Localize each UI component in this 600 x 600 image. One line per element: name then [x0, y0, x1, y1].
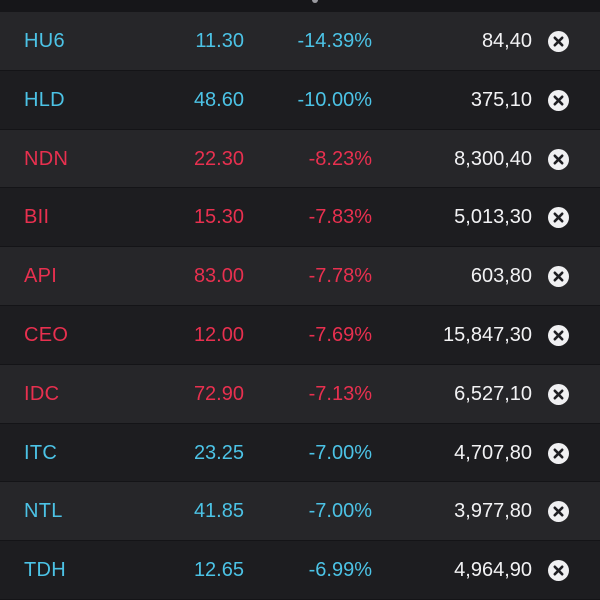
stock-volume: 4,964,90 [454, 559, 532, 582]
stock-row[interactable]: NTL 41.85 -7.00% 3,977,80 [0, 482, 600, 542]
stock-row[interactable]: HU6 11.30 -14.39% 84,40 [0, 12, 600, 71]
close-x-glyph [553, 36, 564, 47]
close-circle-icon[interactable] [548, 560, 569, 582]
stock-price: 23.25 [193, 441, 244, 464]
close-circle-icon[interactable] [548, 148, 569, 170]
stock-row[interactable]: CEO 12.00 -7.69% 15,847,30 [0, 305, 600, 365]
stock-price: 22.30 [193, 147, 244, 170]
stock-row[interactable]: TDH 12.65 -6.99% 4,964,90 [0, 541, 600, 600]
close-x-glyph [553, 212, 564, 223]
close-circle-icon[interactable] [548, 501, 569, 523]
stock-row[interactable]: NDN 22.30 -8.23% 8,300,40 [0, 129, 600, 189]
stock-change-percent: -8.23% [308, 147, 372, 170]
close-x-glyph [553, 565, 564, 576]
stock-volume: 5,013,30 [454, 206, 532, 229]
stock-change-percent: -7.13% [308, 382, 372, 405]
stock-row[interactable]: ITC 23.25 -7.00% 4,707,80 [0, 423, 600, 483]
stock-symbol[interactable]: HU6 [24, 30, 65, 52]
stock-volume: 15,847,30 [443, 323, 532, 346]
stock-change-percent: -7.83% [308, 206, 372, 229]
stock-price: 12.00 [193, 323, 244, 346]
stock-change-percent: -7.78% [308, 265, 372, 288]
stock-symbol[interactable]: BII [24, 206, 50, 229]
stock-symbol[interactable]: ITC [24, 441, 58, 464]
close-circle-icon[interactable] [548, 442, 569, 464]
stock-price: 12.65 [193, 559, 244, 582]
stock-symbol[interactable]: HLD [24, 88, 65, 111]
stock-price: 72.90 [193, 382, 244, 405]
stock-price: 83.00 [193, 265, 244, 288]
stock-symbol[interactable]: NDN [24, 147, 69, 170]
stock-volume: 375,10 [470, 88, 532, 111]
close-circle-icon[interactable] [548, 324, 569, 346]
header-indicator [312, 0, 318, 3]
close-x-glyph [553, 506, 564, 517]
stock-price: 11.30 [195, 30, 244, 52]
close-circle-icon[interactable] [548, 383, 569, 405]
close-x-glyph [553, 389, 564, 400]
stock-symbol[interactable]: TDH [24, 559, 67, 582]
stock-symbol[interactable]: IDC [24, 382, 60, 405]
stock-row[interactable]: API 83.00 -7.78% 603,80 [0, 247, 600, 306]
stock-volume: 6,527,10 [454, 382, 532, 405]
stock-list: HU6 11.30 -14.39% 84,40 HLD 48.60 -10.00… [0, 12, 600, 600]
top-header-strip [0, 0, 600, 12]
stock-row[interactable]: HLD 48.60 -10.00% 375,10 [0, 70, 600, 130]
stock-row[interactable]: BII 15.30 -7.83% 5,013,30 [0, 188, 600, 248]
close-circle-icon[interactable] [548, 266, 569, 288]
stock-symbol[interactable]: CEO [24, 323, 69, 346]
close-circle-icon[interactable] [548, 31, 569, 52]
stock-volume: 8,300,40 [454, 147, 532, 170]
stock-row[interactable]: IDC 72.90 -7.13% 6,527,10 [0, 364, 600, 424]
close-x-glyph [553, 330, 564, 341]
stock-change-percent: -7.00% [308, 500, 372, 523]
stock-change-percent: -7.00% [308, 441, 372, 464]
stock-volume: 84,40 [481, 30, 532, 52]
stock-change-percent: -10.00% [297, 88, 373, 111]
stock-symbol[interactable]: NTL [24, 500, 63, 523]
stock-change-percent: -14.39% [297, 30, 373, 52]
close-x-glyph [553, 448, 564, 459]
stock-volume: 603,80 [470, 265, 532, 288]
stock-volume: 3,977,80 [454, 500, 532, 523]
stock-price: 15.30 [193, 206, 244, 229]
close-circle-icon[interactable] [548, 89, 569, 111]
stock-price: 48.60 [193, 88, 244, 111]
close-circle-icon[interactable] [548, 207, 569, 229]
stock-change-percent: -7.69% [308, 323, 372, 346]
stock-volume: 4,707,80 [454, 441, 532, 464]
close-x-glyph [553, 95, 564, 106]
close-x-glyph [553, 154, 564, 165]
stock-change-percent: -6.99% [308, 559, 372, 582]
close-x-glyph [553, 271, 564, 282]
stock-price: 41.85 [193, 500, 244, 523]
stock-symbol[interactable]: API [24, 265, 58, 288]
